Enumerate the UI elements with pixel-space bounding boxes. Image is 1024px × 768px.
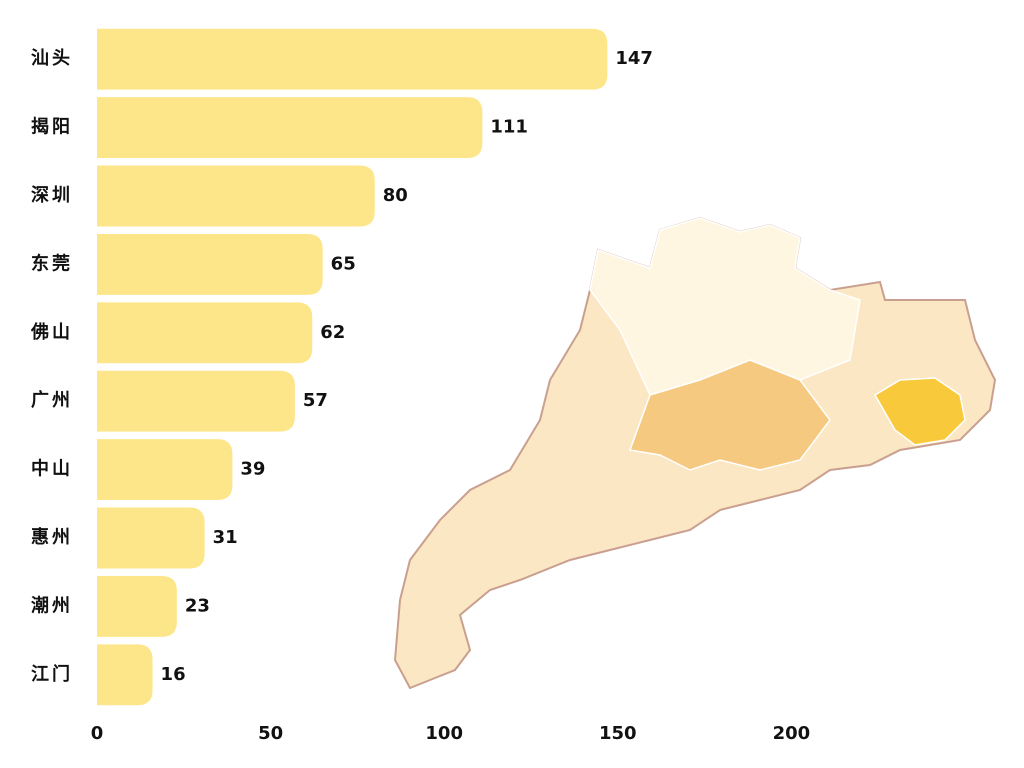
- value-label: 39: [240, 459, 265, 480]
- y-tick-label: 汕头: [31, 48, 73, 69]
- bar: [97, 28, 608, 90]
- value-label: 80: [383, 185, 408, 206]
- y-tick-label: 中山: [31, 458, 73, 480]
- bar: [97, 507, 205, 569]
- value-label: 31: [213, 527, 238, 548]
- bar: [97, 439, 233, 501]
- map-region: [873, 377, 966, 446]
- bar: [97, 233, 323, 295]
- y-tick-label: 佛山: [30, 321, 73, 343]
- map-region: [589, 217, 861, 396]
- map-region: [628, 359, 831, 471]
- bar: [97, 97, 483, 159]
- bar: [97, 302, 313, 364]
- x-tick-label: 100: [425, 723, 463, 744]
- y-tick-label: 广州: [31, 389, 73, 411]
- bar: [97, 644, 153, 706]
- x-tick-label: 200: [773, 723, 811, 744]
- y-tick-label: 深圳: [31, 184, 73, 206]
- y-tick-label: 揭阳: [31, 116, 73, 138]
- map: [393, 216, 997, 690]
- y-tick-label: 惠州: [31, 527, 73, 548]
- x-tick-label: 150: [599, 723, 637, 744]
- bar: [97, 165, 375, 227]
- value-label: 16: [161, 664, 186, 685]
- value-label: 62: [320, 322, 345, 343]
- value-label: 65: [331, 253, 356, 274]
- x-tick-label: 50: [258, 723, 283, 744]
- y-tick-label: 江门: [31, 663, 73, 685]
- value-label: 111: [490, 117, 528, 138]
- bar: [97, 575, 177, 637]
- value-label: 23: [185, 595, 210, 616]
- x-tick-label: 0: [91, 723, 104, 744]
- bar: [97, 370, 295, 432]
- value-label: 147: [615, 48, 653, 69]
- y-tick-label: 东莞: [31, 252, 73, 274]
- y-tick-label: 潮州: [31, 595, 73, 616]
- value-label: 57: [303, 390, 328, 411]
